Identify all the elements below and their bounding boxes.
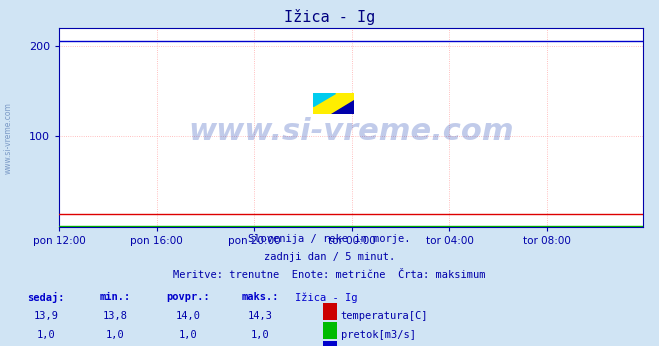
Text: temperatura[C]: temperatura[C] — [341, 311, 428, 321]
Text: maks.:: maks.: — [242, 292, 279, 302]
Text: 14,0: 14,0 — [175, 311, 200, 321]
Text: 1,0: 1,0 — [106, 330, 125, 340]
Text: zadnji dan / 5 minut.: zadnji dan / 5 minut. — [264, 252, 395, 262]
Text: povpr.:: povpr.: — [166, 292, 210, 302]
Text: Meritve: trenutne  Enote: metrične  Črta: maksimum: Meritve: trenutne Enote: metrične Črta: … — [173, 270, 486, 280]
Text: www.si-vreme.com: www.si-vreme.com — [188, 117, 514, 146]
Text: 13,8: 13,8 — [103, 311, 128, 321]
Polygon shape — [313, 93, 335, 107]
Text: Ižica - Ig: Ižica - Ig — [295, 292, 357, 303]
Text: min.:: min.: — [100, 292, 131, 302]
Text: 1,0: 1,0 — [251, 330, 270, 340]
Text: sedaj:: sedaj: — [28, 292, 65, 303]
Text: 1,0: 1,0 — [179, 330, 197, 340]
Polygon shape — [331, 100, 354, 114]
Text: pretok[m3/s]: pretok[m3/s] — [341, 330, 416, 340]
Text: 1,0: 1,0 — [37, 330, 55, 340]
Text: Slovenija / reke in morje.: Slovenija / reke in morje. — [248, 234, 411, 244]
Text: 14,3: 14,3 — [248, 311, 273, 321]
Text: 13,9: 13,9 — [34, 311, 59, 321]
Text: Ižica - Ig: Ižica - Ig — [284, 9, 375, 25]
Text: www.si-vreme.com: www.si-vreme.com — [3, 102, 13, 174]
